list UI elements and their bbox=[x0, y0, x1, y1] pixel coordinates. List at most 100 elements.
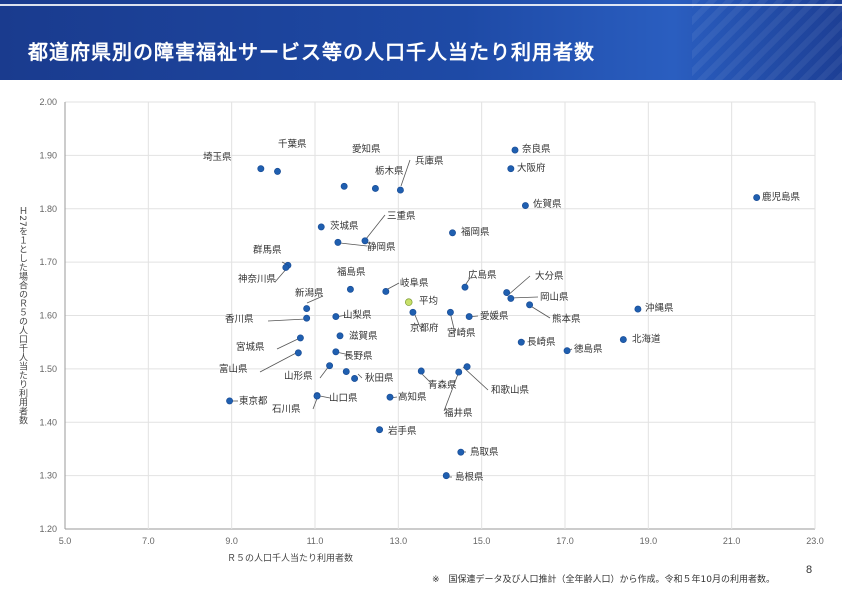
point-label: 北海道 bbox=[632, 333, 661, 345]
point-label: 徳島県 bbox=[574, 343, 603, 355]
page-title: 都道府県別の障害福祉サービス等の人口千人当たり利用者数 bbox=[28, 40, 595, 64]
leader-line bbox=[400, 159, 411, 187]
data-point bbox=[517, 338, 525, 346]
data-point bbox=[417, 367, 425, 375]
data-point bbox=[326, 362, 334, 370]
x-tick-label: 17.0 bbox=[556, 536, 574, 546]
data-point bbox=[313, 392, 321, 400]
leader-line bbox=[259, 351, 299, 373]
leader-line bbox=[506, 275, 531, 297]
data-point bbox=[336, 332, 344, 340]
data-point bbox=[340, 182, 348, 190]
data-point bbox=[226, 397, 234, 405]
x-tick-label: 11.0 bbox=[307, 536, 324, 546]
point-label: 宮城県 bbox=[236, 341, 265, 353]
title-banner: 都道府県別の障害福祉サービス等の人口千人当たり利用者数 bbox=[0, 0, 842, 80]
point-label: 兵庫県 bbox=[415, 155, 444, 167]
data-point bbox=[526, 301, 534, 309]
leader-line bbox=[528, 304, 551, 319]
data-point bbox=[457, 448, 465, 456]
point-label: 東京都 bbox=[239, 395, 268, 407]
x-tick-label: 7.0 bbox=[142, 536, 155, 546]
x-axis-title: Ｒ５の人口千人当たり利用者数 bbox=[227, 552, 353, 564]
data-point bbox=[455, 368, 463, 376]
data-point bbox=[446, 308, 454, 316]
point-label: 愛知県 bbox=[352, 143, 381, 155]
data-point bbox=[351, 375, 359, 382]
data-point bbox=[382, 288, 390, 295]
x-tick-label: 21.0 bbox=[723, 536, 741, 546]
point-label: 神奈川県 bbox=[238, 273, 277, 285]
source-note: ※ 国保連データ及び人口推計（全年齢人口）から作成。令和５年10月の利用者数。 bbox=[432, 575, 775, 585]
data-point bbox=[332, 348, 340, 356]
x-tick-label: 15.0 bbox=[473, 536, 491, 546]
average-point bbox=[405, 298, 413, 306]
leader-line bbox=[276, 337, 301, 350]
point-label: 千葉県 bbox=[278, 138, 307, 150]
point-label: 静岡県 bbox=[367, 241, 396, 253]
data-point bbox=[342, 368, 350, 375]
y-tick-label: 1.90 bbox=[39, 150, 57, 160]
leader-line bbox=[357, 373, 363, 379]
data-point bbox=[376, 426, 384, 434]
point-label: 奈良県 bbox=[522, 143, 551, 155]
point-label: 熊本県 bbox=[552, 313, 581, 325]
y-tick-label: 1.80 bbox=[39, 204, 57, 214]
data-point bbox=[507, 294, 515, 302]
point-label: 大阪府 bbox=[517, 162, 546, 174]
point-label: 宮崎県 bbox=[447, 327, 476, 339]
banner-rule bbox=[0, 4, 842, 6]
data-point bbox=[317, 223, 325, 231]
data-point bbox=[332, 313, 340, 321]
point-label: 山梨県 bbox=[343, 309, 372, 321]
data-point bbox=[507, 165, 515, 173]
leader-line bbox=[414, 314, 421, 328]
data-point bbox=[282, 264, 290, 271]
x-tick-label: 13.0 bbox=[390, 536, 408, 546]
point-label: 秋田県 bbox=[365, 372, 394, 384]
data-point bbox=[294, 349, 302, 357]
point-label: 長崎県 bbox=[527, 336, 556, 348]
point-label: 岐阜県 bbox=[400, 277, 429, 289]
point-label: 福岡県 bbox=[461, 226, 490, 238]
point-label: 鳥取県 bbox=[470, 446, 499, 458]
point-label: 広島県 bbox=[468, 269, 497, 281]
point-label: 埼玉県 bbox=[203, 151, 232, 163]
point-label: 栃木県 bbox=[375, 165, 404, 177]
point-label: 長野県 bbox=[344, 351, 373, 362]
data-point bbox=[449, 229, 456, 237]
y-tick-label: 1.70 bbox=[39, 257, 57, 267]
data-point bbox=[634, 305, 642, 313]
point-label: 大分県 bbox=[535, 270, 564, 282]
data-point bbox=[461, 283, 469, 291]
point-label: 佐賀県 bbox=[533, 198, 562, 210]
data-point bbox=[346, 285, 354, 293]
point-label: 高知県 bbox=[398, 391, 427, 403]
data-point bbox=[274, 167, 281, 175]
point-label: 和歌山県 bbox=[491, 384, 530, 396]
data-point bbox=[386, 393, 394, 401]
data-point bbox=[511, 146, 519, 154]
point-label: 鹿児島県 bbox=[762, 191, 801, 203]
data-point bbox=[753, 194, 761, 201]
data-point bbox=[442, 472, 450, 480]
point-label: 沖縄県 bbox=[645, 302, 674, 314]
y-tick-label: 1.20 bbox=[39, 524, 57, 534]
data-point bbox=[296, 334, 304, 342]
y-axis-title: Ｈ27を１とした場合のＲ５の人口千人当たり利用者数 bbox=[17, 206, 28, 425]
point-label: 愛媛県 bbox=[480, 310, 509, 322]
data-point bbox=[619, 336, 627, 343]
point-label: 京都府 bbox=[410, 322, 439, 334]
data-point bbox=[563, 347, 571, 355]
point-label: 滋賀県 bbox=[349, 330, 378, 342]
point-label: 福井県 bbox=[444, 407, 473, 419]
y-tick-label: 1.30 bbox=[39, 471, 57, 481]
point-label: 香川県 bbox=[225, 314, 254, 325]
data-point bbox=[257, 165, 265, 173]
point-label: 山口県 bbox=[329, 393, 358, 404]
y-tick-label: 1.50 bbox=[39, 364, 57, 374]
data-point bbox=[465, 313, 473, 321]
data-point bbox=[503, 289, 511, 296]
page-number: 8 bbox=[806, 564, 813, 576]
data-point bbox=[334, 238, 342, 246]
